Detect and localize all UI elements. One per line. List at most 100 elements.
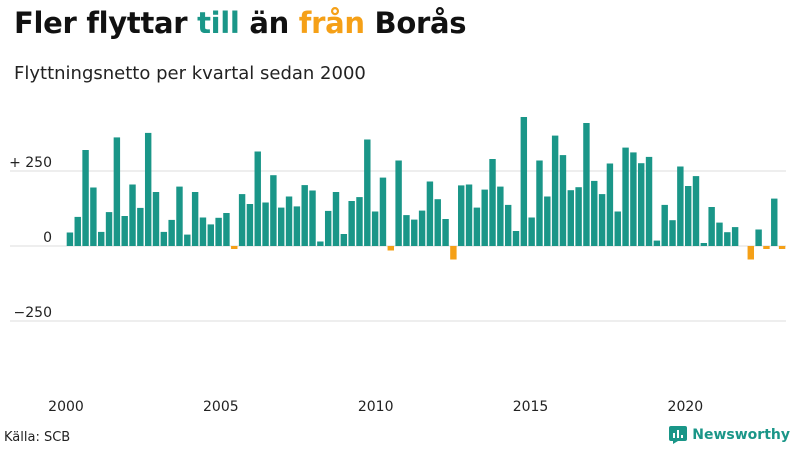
bar-positive[interactable] (442, 219, 449, 246)
bar-positive[interactable] (489, 159, 496, 246)
bar-positive[interactable] (246, 204, 254, 246)
bar-negative[interactable] (450, 246, 457, 260)
bar-positive[interactable] (301, 185, 308, 246)
bar-positive[interactable] (497, 186, 504, 246)
bar-positive[interactable] (434, 199, 441, 246)
bar-positive[interactable] (121, 216, 128, 246)
bar-positive[interactable] (684, 186, 692, 246)
bar-positive[interactable] (411, 219, 418, 246)
bar-positive[interactable] (559, 155, 567, 246)
bar-positive[interactable] (379, 177, 387, 246)
title-part-3: Borås (364, 6, 467, 40)
bar-positive[interactable] (207, 224, 214, 246)
bar-positive[interactable] (418, 210, 426, 246)
bar-positive[interactable] (113, 137, 121, 246)
bar-positive[interactable] (215, 217, 222, 246)
bar-positive[interactable] (708, 207, 715, 246)
bar-positive[interactable] (724, 232, 731, 246)
bar-positive[interactable] (630, 152, 637, 246)
bar-negative[interactable] (763, 246, 770, 249)
bar-positive[interactable] (700, 243, 708, 246)
brand-logo[interactable]: Newsworthy (669, 426, 790, 444)
bar-positive[interactable] (536, 160, 543, 247)
bar-positive[interactable] (645, 156, 653, 246)
bar-positive[interactable] (191, 192, 199, 246)
bar-negative[interactable] (747, 246, 754, 260)
bar-positive[interactable] (74, 216, 81, 246)
bar-positive[interactable] (622, 147, 629, 246)
x-tick-labels: 2000 2005 2010 2015 2020 (48, 399, 703, 415)
bar-positive[interactable] (653, 240, 661, 246)
bar-positive[interactable] (66, 232, 74, 247)
bar-positive[interactable] (144, 132, 152, 246)
bar-positive[interactable] (356, 197, 363, 246)
bar-positive[interactable] (238, 194, 246, 246)
bar-positive[interactable] (403, 215, 410, 246)
bar-positive[interactable] (473, 207, 481, 246)
y-tick-label: + 250 (9, 155, 52, 171)
bar-positive[interactable] (598, 194, 606, 246)
bar-positive[interactable] (692, 176, 700, 246)
bar-positive[interactable] (755, 229, 762, 247)
bar-positive[interactable] (504, 204, 512, 246)
newsworthy-logo-icon (669, 426, 688, 444)
bar-negative[interactable] (231, 246, 238, 249)
bar-positive[interactable] (638, 163, 645, 246)
bar-positive[interactable] (465, 184, 473, 247)
bar-positive[interactable] (317, 241, 324, 247)
bar-positive[interactable] (262, 202, 269, 247)
bar-positive[interactable] (606, 163, 614, 247)
bar-positive[interactable] (591, 180, 598, 246)
bar-positive[interactable] (544, 196, 551, 247)
bar-negative[interactable] (387, 246, 394, 251)
bar-positive[interactable] (98, 231, 105, 246)
bar-positive[interactable] (512, 231, 520, 246)
bar-positive[interactable] (481, 189, 488, 246)
bar-positive[interactable] (90, 187, 97, 247)
bar-positive[interactable] (199, 217, 207, 247)
bar-positive[interactable] (528, 217, 535, 247)
bar-positive[interactable] (105, 212, 113, 246)
bar-positive[interactable] (551, 135, 559, 246)
bar-positive[interactable] (567, 190, 574, 246)
bar-negative[interactable] (778, 246, 786, 249)
x-tick-label: 2010 (358, 399, 394, 415)
bar-positive[interactable] (583, 123, 590, 246)
bar-positive[interactable] (293, 206, 301, 246)
bar-positive[interactable] (184, 234, 191, 246)
bar-positive[interactable] (395, 160, 402, 247)
bar-positive[interactable] (223, 213, 230, 246)
bar-positive[interactable] (324, 210, 332, 246)
bar-positive[interactable] (340, 234, 348, 246)
bar-positive[interactable] (285, 196, 293, 247)
title-highlight-in: till (197, 6, 240, 40)
bar-positive[interactable] (270, 175, 277, 246)
bar-positive[interactable] (176, 186, 183, 246)
bar-positive[interactable] (152, 192, 160, 246)
bar-positive[interactable] (575, 187, 582, 246)
x-tick-label: 2000 (48, 399, 84, 415)
bar-positive[interactable] (82, 150, 89, 246)
bar-positive[interactable] (254, 151, 261, 247)
bar-positive[interactable] (168, 219, 175, 246)
bar-positive[interactable] (661, 204, 668, 246)
bar-positive[interactable] (458, 185, 465, 246)
bar-positive[interactable] (129, 184, 136, 247)
source-note: Källa: SCB (4, 430, 71, 445)
bar-positive[interactable] (348, 201, 355, 246)
bar-positive[interactable] (669, 220, 676, 246)
bar-positive[interactable] (771, 198, 778, 246)
bar-positive[interactable] (371, 211, 379, 247)
bar-positive[interactable] (614, 211, 621, 247)
bar-positive[interactable] (160, 231, 168, 246)
bar-positive[interactable] (677, 166, 684, 247)
bar-positive[interactable] (332, 192, 340, 246)
bar-positive[interactable] (520, 117, 528, 246)
bar-positive[interactable] (426, 181, 434, 247)
bar-positive[interactable] (278, 207, 285, 246)
bar-positive[interactable] (731, 227, 739, 246)
bar-positive[interactable] (137, 207, 144, 246)
bar-positive[interactable] (716, 222, 723, 246)
bar-positive[interactable] (364, 139, 371, 247)
bar-positive[interactable] (309, 190, 316, 247)
